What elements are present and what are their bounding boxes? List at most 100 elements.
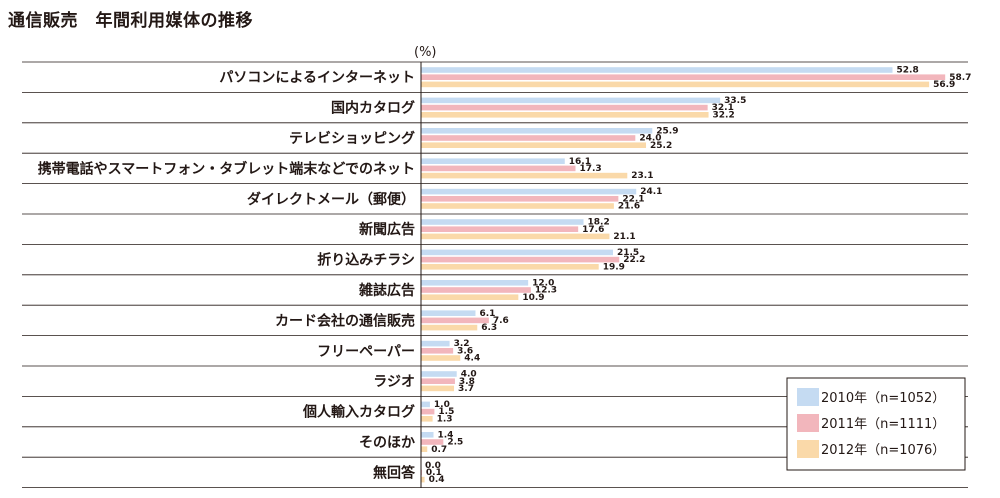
bar — [421, 165, 576, 172]
data-label: 58.7 — [949, 73, 971, 83]
bar — [421, 340, 450, 347]
legend-entry: 2012年（n=1076） — [821, 443, 945, 458]
category-label: 個人輸入カタログ — [302, 404, 415, 421]
data-label: 32.1 — [712, 103, 734, 113]
category-label: ダイレクトメール（郵便） — [247, 191, 415, 208]
bar — [421, 371, 457, 377]
bar — [421, 355, 461, 361]
data-label: 22.1 — [622, 194, 644, 204]
data-label: 0.7 — [431, 445, 447, 455]
legend-swatch — [797, 388, 819, 406]
data-label: 3.6 — [457, 346, 473, 356]
data-label: 25.9 — [656, 126, 678, 136]
category-label: ラジオ — [373, 374, 415, 390]
data-label: 1.3 — [437, 414, 453, 424]
data-label: 17.3 — [579, 164, 601, 174]
bar — [421, 264, 599, 270]
category-label: 折り込みチラシ — [317, 252, 415, 269]
bar — [421, 97, 721, 104]
bar — [421, 104, 708, 111]
data-label: 3.2 — [454, 339, 470, 349]
category-label: 携帯電話やスマートフォン・タブレット端末などでのネット — [38, 160, 415, 177]
unit-label: (%) — [414, 45, 437, 60]
data-label: 2.5 — [447, 438, 463, 448]
data-label: 16.1 — [569, 157, 591, 167]
data-label: 6.3 — [481, 323, 497, 333]
data-label: 1.4 — [438, 430, 454, 440]
data-label: 0.0 — [425, 461, 441, 471]
bar — [421, 219, 584, 225]
data-label: 33.5 — [724, 96, 746, 106]
bar — [421, 233, 610, 240]
data-label: 3.7 — [458, 384, 474, 394]
data-label: 24.0 — [639, 134, 661, 144]
bar — [421, 256, 620, 263]
data-label: 22.2 — [623, 255, 645, 265]
data-label: 21.1 — [613, 232, 635, 242]
bar — [421, 142, 647, 148]
bar — [421, 226, 579, 232]
legend-entry: 2010年（n=1052） — [821, 391, 945, 406]
bar — [421, 416, 433, 422]
category-label: 国内カタログ — [331, 100, 415, 117]
legend: 2010年（n=1052） 2011年（n=1111） 2012年（n=1076） — [786, 377, 966, 471]
chart-title: 通信販売 年間利用媒体の推移 — [8, 11, 253, 31]
category-label: パソコンによるインターネット — [219, 70, 415, 86]
data-label: 0.4 — [429, 475, 445, 485]
category-label: フリーペーパー — [317, 344, 415, 360]
category-label: そのほか — [359, 435, 415, 451]
bar — [421, 280, 529, 286]
category-rows: パソコンによるインターネット 52.8 58.756.9 国内カタログ 33.532.1… — [22, 61, 971, 489]
data-label: 10.9 — [522, 293, 544, 303]
bar — [421, 317, 489, 324]
category-label: 新聞広告 — [359, 221, 415, 238]
category-label: 無回答 — [373, 464, 416, 481]
bar — [421, 294, 519, 300]
data-label: 1.0 — [434, 400, 450, 410]
bar — [421, 310, 476, 316]
bar — [421, 408, 435, 415]
data-label: 23.1 — [631, 171, 653, 181]
bar — [421, 135, 636, 141]
data-label: 21.5 — [617, 248, 639, 258]
bar — [421, 378, 455, 384]
bar — [421, 67, 893, 73]
bar — [421, 74, 946, 80]
data-label: 18.2 — [588, 218, 610, 228]
bar — [421, 446, 428, 452]
bar — [421, 401, 430, 408]
bar — [421, 128, 653, 134]
data-label: 25.2 — [650, 141, 672, 151]
bar — [421, 81, 930, 88]
bar — [421, 287, 531, 293]
data-label: 24.1 — [640, 187, 662, 197]
bar — [421, 188, 637, 195]
data-label: 19.9 — [603, 262, 625, 272]
bar — [421, 385, 455, 392]
category-label: 雑誌広告 — [358, 282, 415, 299]
data-label: 4.0 — [461, 370, 477, 380]
data-label: 17.6 — [582, 225, 604, 235]
bar — [421, 439, 444, 445]
data-label: 1.5 — [438, 407, 454, 417]
bar — [421, 112, 709, 118]
bar — [421, 158, 565, 164]
data-label: 12.3 — [535, 286, 557, 296]
bar — [421, 476, 425, 483]
bar — [421, 324, 478, 331]
category-label: テレビショッピング — [289, 130, 415, 147]
bar — [421, 348, 454, 354]
data-label: 12.0 — [532, 278, 554, 288]
bar — [421, 203, 614, 209]
data-label: 4.4 — [464, 354, 480, 364]
data-label: 3.8 — [459, 377, 475, 387]
data-label: 21.6 — [618, 202, 640, 212]
bar — [421, 432, 434, 438]
legend-entry: 2011年（n=1111） — [821, 417, 945, 432]
data-label: 52.8 — [897, 66, 919, 76]
legend-swatch — [797, 440, 819, 458]
data-label: 56.9 — [933, 80, 955, 90]
bar — [421, 196, 619, 202]
data-label: 32.2 — [713, 110, 735, 120]
